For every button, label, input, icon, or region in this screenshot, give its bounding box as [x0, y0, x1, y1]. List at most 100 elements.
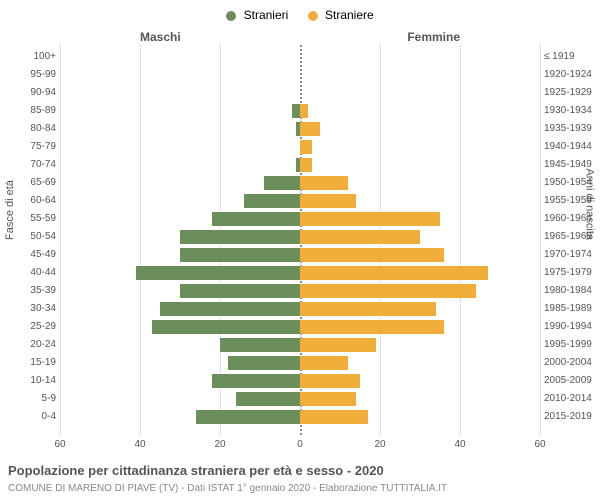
birth-year-label: ≤ 1919: [544, 51, 600, 62]
age-label: 35-39: [4, 285, 56, 296]
pyramid-row: [60, 373, 540, 391]
birth-year-label: 1920-1924: [544, 69, 600, 80]
age-label: 20-24: [4, 339, 56, 350]
age-label: 30-34: [4, 303, 56, 314]
legend-item-male: Stranieri: [226, 8, 288, 22]
bar-female: [300, 302, 436, 316]
bar-male: [236, 392, 300, 406]
bar-female: [300, 266, 488, 280]
bar-female: [300, 104, 308, 118]
bar-female: [300, 338, 376, 352]
birth-year-label: 1930-1934: [544, 105, 600, 116]
caption-title: Popolazione per cittadinanza straniera p…: [8, 463, 384, 478]
birth-year-label: 2000-2004: [544, 357, 600, 368]
birth-year-label: 2005-2009: [544, 375, 600, 386]
bar-female: [300, 392, 356, 406]
legend: Stranieri Straniere: [0, 8, 600, 22]
age-label: 80-84: [4, 123, 56, 134]
x-tick-label: 20: [374, 439, 385, 450]
bar-male: [136, 266, 300, 280]
birth-year-label: 1940-1944: [544, 141, 600, 152]
pyramid-row: [60, 301, 540, 319]
bar-female: [300, 356, 348, 370]
x-tick-label: 60: [534, 439, 545, 450]
birth-year-label: 1995-1999: [544, 339, 600, 350]
x-tick-label: 20: [214, 439, 225, 450]
age-label: 75-79: [4, 141, 56, 152]
age-label: 45-49: [4, 249, 56, 260]
birth-year-label: 1950-1954: [544, 177, 600, 188]
age-label: 10-14: [4, 375, 56, 386]
bar-male: [292, 104, 300, 118]
age-label: 70-74: [4, 159, 56, 170]
age-label: 25-29: [4, 321, 56, 332]
bar-female: [300, 212, 440, 226]
age-label: 55-59: [4, 213, 56, 224]
bar-female: [300, 158, 312, 172]
bar-female: [300, 176, 348, 190]
pyramid-row: [60, 85, 540, 103]
birth-year-label: 1925-1929: [544, 87, 600, 98]
bar-male: [264, 176, 300, 190]
age-label: 65-69: [4, 177, 56, 188]
bar-female: [300, 140, 312, 154]
pyramid-row: [60, 229, 540, 247]
side-title-female: Femmine: [407, 30, 460, 44]
bar-female: [300, 320, 444, 334]
age-label: 90-94: [4, 87, 56, 98]
age-label: 85-89: [4, 105, 56, 116]
x-tick-label: 60: [54, 439, 65, 450]
plot-area: [60, 45, 540, 435]
pyramid-row: [60, 247, 540, 265]
caption-subtitle: COMUNE DI MARENO DI PIAVE (TV) - Dati IS…: [8, 483, 447, 494]
pyramid-chart: Stranieri Straniere Maschi Femmine Fasce…: [0, 0, 600, 500]
legend-label-male: Stranieri: [244, 8, 289, 22]
bar-female: [300, 248, 444, 262]
pyramid-row: [60, 355, 540, 373]
bar-male: [152, 320, 300, 334]
bar-male: [212, 212, 300, 226]
legend-label-female: Straniere: [325, 8, 374, 22]
bar-male: [180, 284, 300, 298]
birth-year-label: 1935-1939: [544, 123, 600, 134]
age-label: 15-19: [4, 357, 56, 368]
birth-year-label: 1960-1964: [544, 213, 600, 224]
age-label: 60-64: [4, 195, 56, 206]
bar-male: [244, 194, 300, 208]
pyramid-row: [60, 265, 540, 283]
pyramid-row: [60, 121, 540, 139]
pyramid-row: [60, 211, 540, 229]
bar-male: [180, 230, 300, 244]
pyramid-row: [60, 157, 540, 175]
bar-male: [228, 356, 300, 370]
bar-male: [212, 374, 300, 388]
birth-year-label: 1985-1989: [544, 303, 600, 314]
pyramid-row: [60, 139, 540, 157]
age-label: 95-99: [4, 69, 56, 80]
pyramid-row: [60, 319, 540, 337]
age-label: 40-44: [4, 267, 56, 278]
age-label: 50-54: [4, 231, 56, 242]
birth-year-label: 1945-1949: [544, 159, 600, 170]
bar-female: [300, 194, 356, 208]
birth-year-label: 1970-1974: [544, 249, 600, 260]
birth-year-label: 1990-1994: [544, 321, 600, 332]
legend-swatch-female: [308, 11, 318, 21]
pyramid-row: [60, 175, 540, 193]
birth-year-label: 2015-2019: [544, 411, 600, 422]
gridline: [540, 45, 541, 435]
bar-female: [300, 284, 476, 298]
age-label: 100+: [4, 51, 56, 62]
bar-male: [160, 302, 300, 316]
side-title-male: Maschi: [140, 30, 181, 44]
pyramid-row: [60, 103, 540, 121]
pyramid-row: [60, 337, 540, 355]
pyramid-row: [60, 193, 540, 211]
x-tick-label: 40: [454, 439, 465, 450]
x-tick-label: 40: [134, 439, 145, 450]
x-tick-label: 0: [297, 439, 303, 450]
pyramid-row: [60, 67, 540, 85]
bar-female: [300, 230, 420, 244]
birth-year-label: 1975-1979: [544, 267, 600, 278]
pyramid-row: [60, 283, 540, 301]
